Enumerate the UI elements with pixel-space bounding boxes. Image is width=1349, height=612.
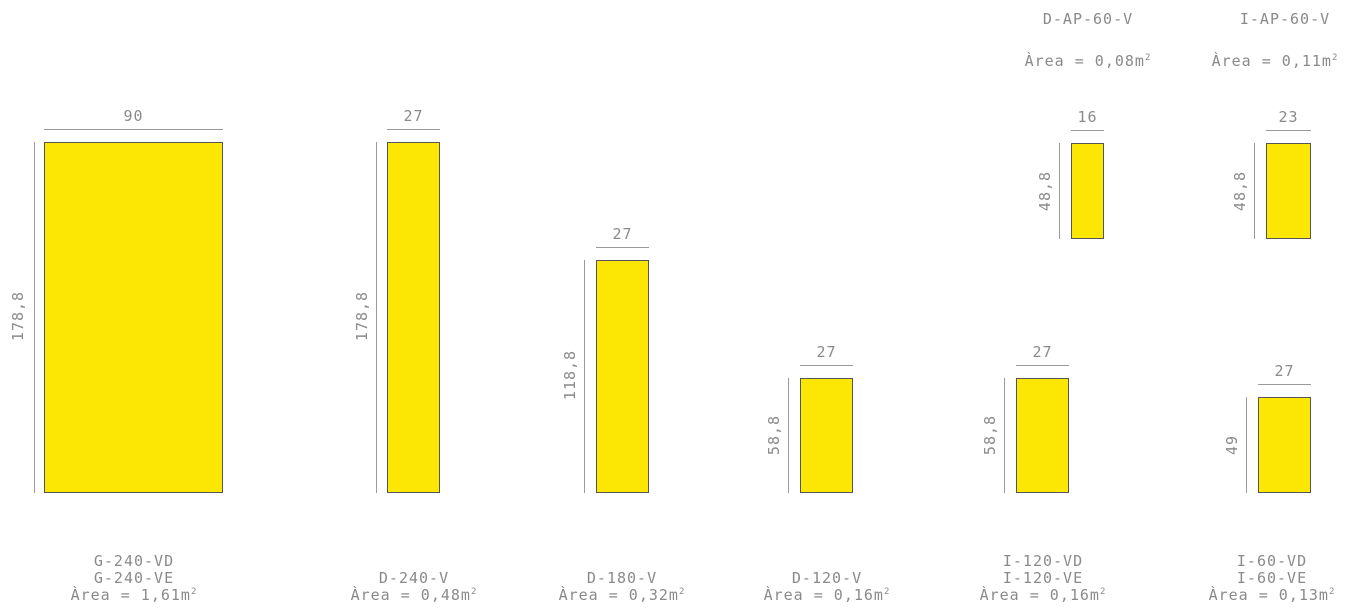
panel-caption: I-AP-60-V — [1210, 11, 1349, 28]
height-dimension-line — [1004, 378, 1005, 493]
panel-area: Àrea = 0,11m2 — [1211, 52, 1339, 70]
height-label: 48,8 — [1036, 170, 1054, 212]
panel-name: D-180-V — [586, 569, 658, 587]
panel-i-60 — [1258, 397, 1311, 493]
height-dimension-line — [1246, 397, 1247, 493]
panel-caption: Àrea = 0,08m2 — [1008, 53, 1168, 70]
panel-area: Àrea = 0,16m2 — [763, 586, 891, 604]
panel-area: Àrea = 0,13m2 — [1208, 586, 1336, 604]
width-dimension-line — [1071, 130, 1104, 131]
height-dimension-line — [34, 142, 35, 493]
height-dimension-line — [376, 142, 377, 493]
panel-d-ap-60-v — [1071, 143, 1104, 239]
height-dimension-line — [1059, 143, 1060, 239]
height-dimension-line — [1254, 143, 1255, 239]
height-label: 178,8 — [353, 290, 371, 342]
panel-name: D-AP-60-V — [1042, 10, 1134, 28]
panel-g-240 — [44, 142, 223, 493]
width-dimension-line — [387, 129, 440, 130]
width-label: 23 — [1278, 108, 1299, 126]
height-dimension-line — [584, 260, 585, 493]
panel-name: I-AP-60-V — [1239, 10, 1331, 28]
width-dimension-line — [800, 365, 853, 366]
width-dimension-line — [1266, 130, 1311, 131]
panel-d-240-v — [387, 142, 440, 493]
panel-name: D-120-V — [791, 569, 863, 587]
panel-name: I-60-VE — [1236, 569, 1308, 587]
width-label: 27 — [1274, 362, 1295, 380]
height-label: 48,8 — [1231, 170, 1249, 212]
width-label: 27 — [1032, 343, 1053, 361]
height-label: 178,8 — [9, 290, 27, 342]
height-label: 58,8 — [981, 414, 999, 456]
panel-i-ap-60-v — [1266, 143, 1311, 239]
panel-area: Àrea = 0,16m2 — [979, 586, 1107, 604]
panel-area: Àrea = 1,61m2 — [70, 586, 198, 604]
width-dimension-line — [596, 247, 649, 248]
width-label: 16 — [1077, 108, 1098, 126]
panel-area: Àrea = 0,48m2 — [350, 586, 478, 604]
panel-caption: D-240-V Àrea = 0,48m2 — [334, 570, 494, 604]
panel-caption: D-AP-60-V — [1008, 11, 1168, 28]
panel-caption: I-120-VD I-120-VE Àrea = 0,16m2 — [963, 553, 1123, 604]
panel-area: Àrea = 0,08m2 — [1024, 52, 1152, 70]
width-dimension-line — [1258, 384, 1311, 385]
panel-name: I-60-VD — [1236, 552, 1308, 570]
panel-caption: D-120-V Àrea = 0,16m2 — [747, 570, 907, 604]
width-dimension-line — [1016, 365, 1069, 366]
width-dimension-line — [44, 129, 223, 130]
width-label: 90 — [123, 107, 144, 125]
width-label: 27 — [816, 343, 837, 361]
panel-name: D-240-V — [378, 569, 450, 587]
height-label: 58,8 — [765, 414, 783, 456]
panel-name: I-120-VE — [1002, 569, 1084, 587]
panel-d-120-v — [800, 378, 853, 493]
panel-d-180-v — [596, 260, 649, 493]
panel-name: I-120-VD — [1002, 552, 1084, 570]
panel-name: G-240-VE — [93, 569, 175, 587]
panel-caption: D-180-V Àrea = 0,32m2 — [542, 570, 702, 604]
height-label: 118,8 — [561, 349, 579, 401]
panel-caption: G-240-VD G-240-VE Àrea = 1,61m2 — [34, 553, 234, 604]
height-dimension-line — [788, 378, 789, 493]
panel-i-120 — [1016, 378, 1069, 493]
panel-caption: I-60-VD I-60-VE Àrea = 0,13m2 — [1197, 553, 1347, 604]
panel-caption: Àrea = 0,11m2 — [1210, 53, 1340, 70]
width-label: 27 — [612, 225, 633, 243]
panel-name: G-240-VD — [93, 552, 175, 570]
height-label: 49 — [1223, 434, 1241, 456]
width-label: 27 — [403, 107, 424, 125]
panel-area: Àrea = 0,32m2 — [558, 586, 686, 604]
